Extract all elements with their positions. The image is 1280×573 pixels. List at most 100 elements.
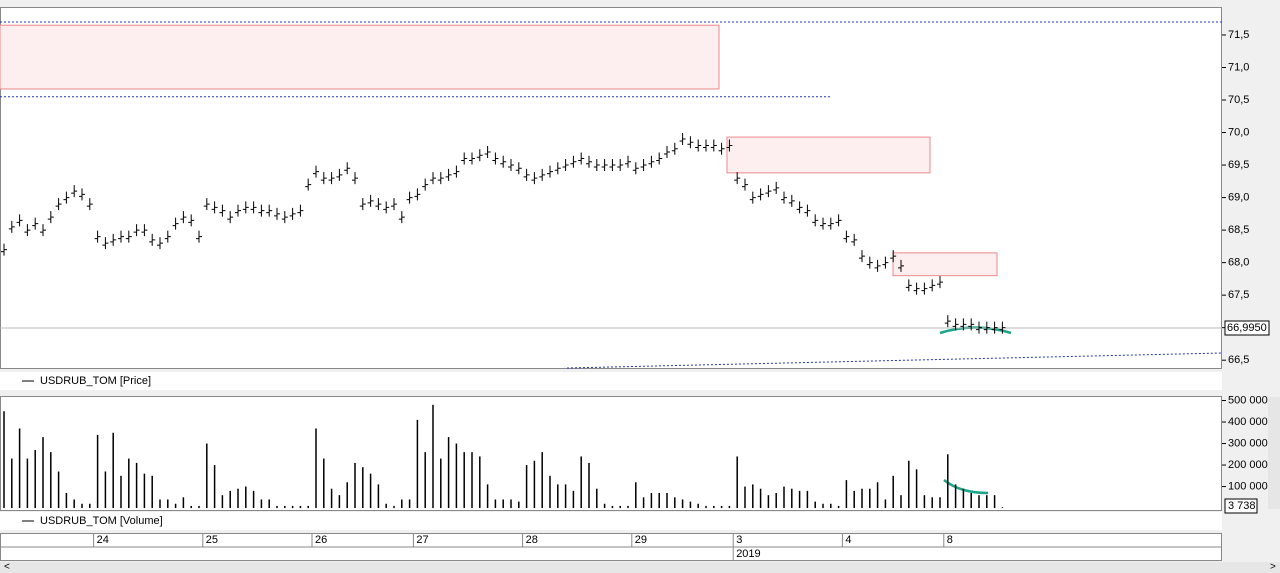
volume-bar [518,501,520,509]
volume-bar [486,484,489,509]
volume-bar [783,486,785,509]
price-bar [968,318,975,331]
price-bar [898,259,904,272]
volume-bar [588,462,590,509]
volume-bar [276,505,278,509]
price-bar [960,318,967,331]
price-bar [874,259,881,272]
scroll-right[interactable]: > [1270,562,1276,573]
last-volume-box [1224,498,1258,514]
volume-bar [962,488,965,509]
price-bar [172,217,179,230]
price-bar [827,217,834,230]
volume-bar [385,503,387,509]
volume-bar [34,449,36,509]
volume-bar [650,493,653,509]
price-bar [16,214,23,227]
price-bar [866,256,873,269]
volume-bar [315,428,317,509]
volume-bar [50,452,52,509]
price-bar [562,159,569,172]
price-bar [664,146,670,159]
day-label: 27 [416,534,428,546]
y-tick-label: 71,0 [1228,61,1249,73]
volume-bar [572,490,575,509]
price-bar [32,217,39,230]
price-bar [999,321,1006,334]
price-bar [461,152,468,165]
price-bar [835,214,842,227]
price-bar [297,204,304,217]
volume-bar [681,499,684,509]
volume-bar [541,452,543,509]
volume-bar [892,475,894,509]
price-bar [695,139,702,152]
volume-bar [190,505,192,509]
y-tick-label: 70,0 [1228,126,1249,138]
price-bar [242,201,249,214]
price-bar [710,139,717,152]
day-label: 25 [206,534,218,546]
y-tick-label: 69,5 [1228,159,1249,171]
volume-bar [689,501,692,509]
price-bar [671,142,678,155]
volume-bar [596,488,598,509]
price-bar [47,211,54,224]
volume-bar [11,458,13,509]
price-bar [110,233,117,246]
price-bar [219,204,226,217]
price-bar [983,321,990,334]
volume-bar [666,493,668,509]
day-label: 28 [526,534,538,546]
h-scrollbar[interactable] [0,562,1280,573]
price-bar [149,233,156,246]
price-bar [203,198,210,211]
price-bar [570,155,577,168]
price-bar [757,188,764,201]
volume-bar [65,493,68,509]
price-bar [79,188,85,201]
volume-bar [697,503,699,509]
volume-scrollbar[interactable] [1268,397,1280,509]
price-bar [593,159,600,172]
day-label: 29 [635,534,647,546]
price-legend-bar [0,372,1222,390]
price-bar [601,159,608,172]
volume-bar [221,495,224,509]
volume-bar [89,503,91,509]
volume-bar [26,458,29,509]
volume-bar [167,499,169,509]
price-bar [921,282,928,295]
volume-bar [229,490,231,509]
price-bar [24,224,31,237]
volume-bar [104,471,107,509]
price-bar [640,159,647,172]
zone [0,24,720,90]
price-bar [578,152,585,165]
price-bar [531,172,538,185]
volume-bar [970,493,972,509]
volume-bar [908,460,910,509]
price-bar [515,162,522,175]
price-bar [320,172,327,185]
price-bar [235,204,241,217]
volume-bar [986,495,988,509]
price-bar [40,224,46,237]
volume-bar [151,475,153,509]
price-bar [125,230,132,243]
scroll-left[interactable]: < [4,562,10,573]
volume-bar [767,495,770,509]
price-bar [157,237,163,250]
price-bar [913,282,920,295]
volume-bar [744,486,746,509]
price-bar [133,224,140,237]
price-bar [742,178,748,191]
price-bar [359,198,366,211]
volume-bar [3,411,5,509]
price-bar [63,191,70,204]
volume-bar [837,505,840,509]
volume-bar [330,488,333,509]
volume-bar [18,428,21,509]
volume-bar [869,488,871,509]
price-bar [820,217,826,230]
